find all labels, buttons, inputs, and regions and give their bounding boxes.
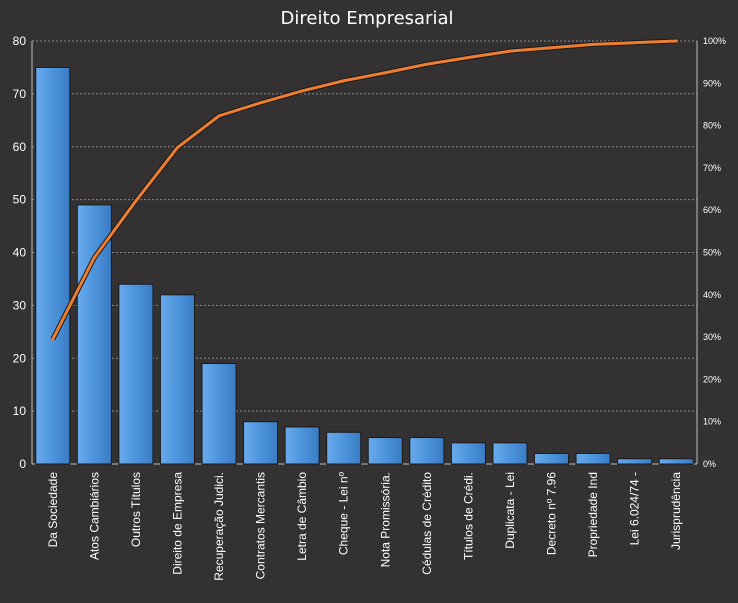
line-point	[425, 62, 429, 66]
bar	[118, 283, 154, 465]
bar	[284, 426, 320, 465]
bar	[35, 66, 71, 465]
y-right-tick-label: 0%	[703, 459, 716, 469]
bars	[35, 66, 694, 465]
y-left-tick-label: 70	[13, 87, 27, 101]
x-category-label: Letra de Câmbio	[295, 472, 309, 561]
line-point	[217, 114, 221, 118]
y-right-tick-label: 80%	[703, 121, 721, 131]
line-point	[674, 39, 678, 43]
x-category-label: Cédulas de Crédito	[420, 472, 434, 575]
bar	[243, 421, 279, 465]
y-left-tick-label: 30	[13, 298, 27, 312]
bar	[617, 458, 653, 465]
x-category-label: Decreto nº 7.96	[545, 472, 559, 555]
y-left-tick-label: 20	[13, 351, 27, 365]
line-point	[342, 79, 346, 83]
bar	[367, 437, 403, 465]
chart-title: Direito Empresarial	[281, 8, 454, 29]
grid	[32, 40, 697, 412]
x-category-label: Da Sociedade	[46, 472, 60, 548]
y-right-tick-label: 90%	[703, 78, 721, 88]
line-point	[300, 89, 304, 93]
line-point	[591, 42, 595, 46]
x-category-label: Contratos Mercantis	[254, 472, 268, 579]
x-category-label: Jurisprudência	[669, 472, 683, 550]
y-right-tick-label: 40%	[703, 290, 721, 300]
bar	[575, 452, 611, 465]
y-left-tick-label: 0	[19, 457, 26, 471]
line-point	[92, 256, 96, 260]
y-left-tick-label: 10	[13, 404, 27, 418]
y-right-tick-label: 70%	[703, 163, 721, 173]
y-right-tick-label: 60%	[703, 205, 721, 215]
bar	[658, 458, 694, 465]
y-right-tick-label: 20%	[703, 374, 721, 384]
line-point	[259, 101, 263, 105]
cumulative-percent-line	[51, 39, 677, 340]
bar	[159, 294, 196, 465]
x-category-label: Cheque - Lei nº	[337, 471, 351, 555]
bar	[533, 452, 570, 465]
line-point	[175, 146, 179, 150]
y-right-tick-label: 10%	[703, 417, 721, 427]
cumulative-line	[50, 38, 678, 341]
y-right-tick-label: 50%	[703, 248, 721, 258]
x-category-label: Atos Cambiários	[87, 472, 101, 560]
x-category-label: Títulos de Crédi.	[461, 472, 475, 560]
y-left-tick-label: 40	[13, 246, 27, 260]
x-category-label: Propriedade Ind	[586, 472, 600, 557]
x-category-label: Recuperação Judici.	[212, 472, 226, 581]
x-category-label: Direito de Empresa	[170, 472, 184, 575]
bar	[326, 431, 362, 465]
line-point	[383, 71, 387, 75]
bar	[409, 437, 445, 465]
y-left-tick-label: 60	[13, 140, 27, 154]
line-point	[466, 55, 470, 59]
y-left-tick-label: 80	[13, 34, 27, 48]
line-point	[633, 41, 637, 45]
line-point	[51, 337, 55, 341]
line-point	[550, 46, 554, 50]
y-right-tick-label: 100%	[703, 36, 726, 46]
axis-labels: 0 10 20 30 40 50 60 70 80 0% 10% 20% 30% 40% 50% 60% 70%…	[13, 34, 726, 581]
bar	[201, 363, 237, 465]
bar	[492, 442, 528, 465]
x-category-label: Lei 6.024/74 -	[628, 472, 642, 545]
y-left-tick-label: 50	[13, 193, 27, 207]
bar	[76, 204, 112, 465]
x-category-label: Nota Promissória.	[378, 472, 392, 567]
x-category-label: Outros Títulos	[129, 472, 143, 547]
y-right-tick-label: 30%	[703, 332, 721, 342]
line-point	[508, 49, 512, 53]
line-point	[134, 199, 138, 203]
bar	[450, 442, 486, 465]
x-category-label: Duplicata - Lei	[503, 472, 517, 549]
